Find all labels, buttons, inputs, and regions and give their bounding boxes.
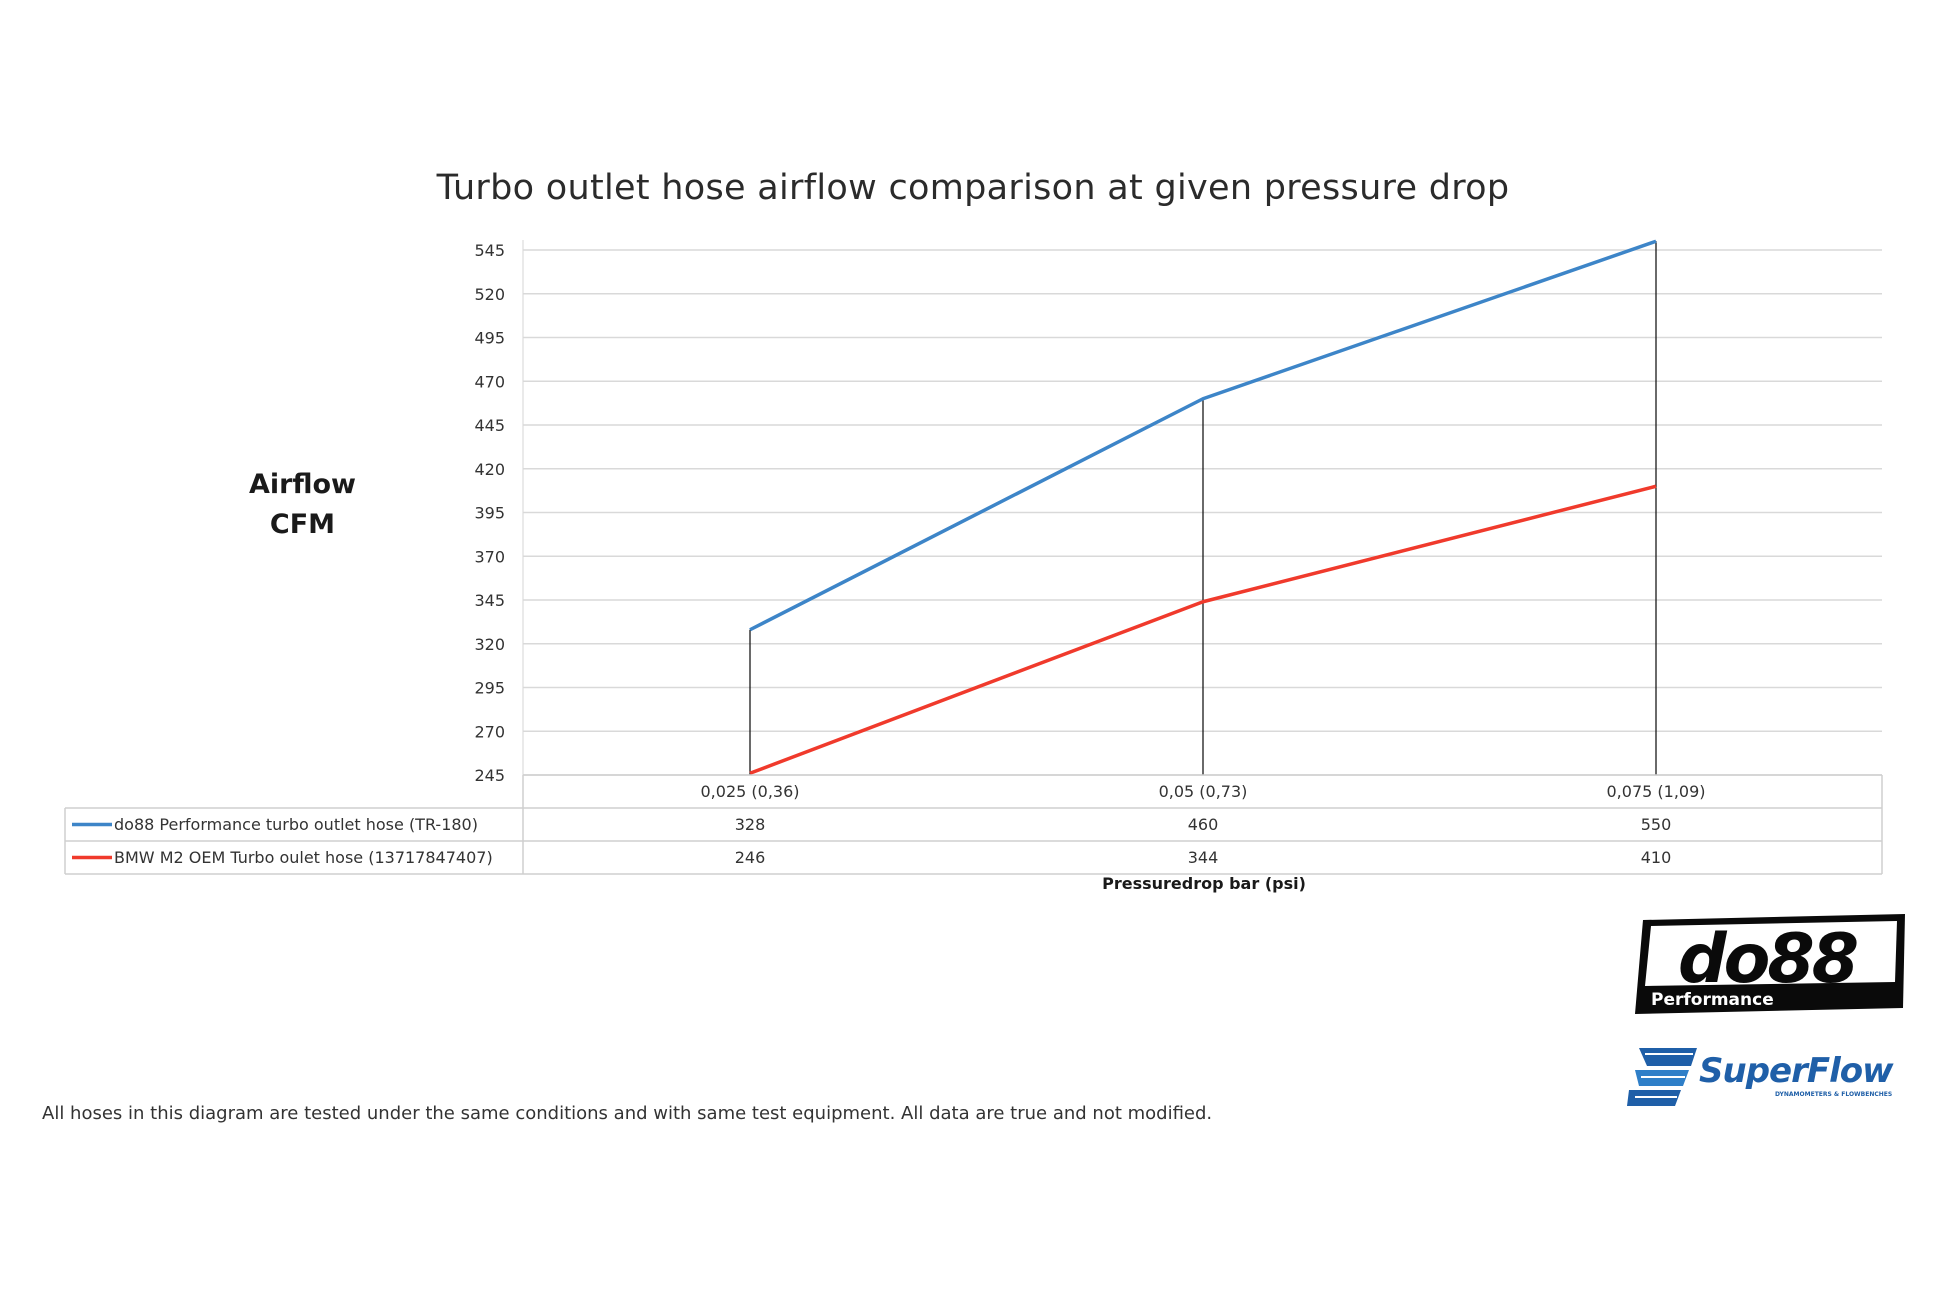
x-tick-label: 0,05 (0,73) <box>1159 782 1248 801</box>
x-tick-label: 0,025 (0,36) <box>701 782 800 801</box>
series-line-1 <box>749 239 1657 632</box>
drop-lines <box>749 241 1657 775</box>
data-label: 328 <box>735 815 766 834</box>
y-tick-label: 495 <box>474 329 505 348</box>
data-label: 246 <box>735 848 766 867</box>
y-tick-labels: 245 270 295 320 345 370 395 420 445 470 495 520 545 <box>474 241 505 785</box>
do88-performance-logo: do88 Performance <box>1635 914 1905 1014</box>
data-label: 460 <box>1188 815 1219 834</box>
y-tick-label: 545 <box>474 241 505 260</box>
y-tick-label: 420 <box>474 460 505 479</box>
superflow-logo: SuperFlow DYNAMOMETERS & FLOWBENCHES <box>1627 1048 1895 1106</box>
chart-title: Turbo outlet hose airflow comparison at … <box>436 168 1510 208</box>
footnote: All hoses in this diagram are tested und… <box>42 1103 1213 1124</box>
y-axis-label-line-1: Airflow <box>249 469 356 500</box>
series-lines <box>749 239 1657 775</box>
y-tick-label: 270 <box>474 722 505 741</box>
y-tick-label: 470 <box>474 372 505 391</box>
svg-text:SuperFlow: SuperFlow <box>1699 1051 1894 1091</box>
data-label: 550 <box>1641 815 1672 834</box>
series-line-2 <box>749 484 1657 775</box>
y-axis-label-line-2: CFM <box>269 509 336 540</box>
svg-text:do88: do88 <box>1678 920 1857 999</box>
data-label: 344 <box>1188 848 1219 867</box>
legend-label: do88 Performance turbo outlet hose (TR-1… <box>114 815 478 834</box>
y-tick-label: 345 <box>474 591 505 610</box>
y-tick-label: 395 <box>474 504 505 523</box>
x-tick-label: 0,075 (1,09) <box>1607 782 1706 801</box>
svg-text:Performance: Performance <box>1651 990 1774 1010</box>
y-tick-label: 245 <box>474 766 505 785</box>
y-tick-label: 295 <box>474 679 505 698</box>
data-label: 410 <box>1641 848 1672 867</box>
y-tick-label: 520 <box>474 285 505 304</box>
y-tick-label: 320 <box>474 635 505 654</box>
y-axis-label: Airflow CFM <box>220 465 385 545</box>
data-table: 0,025 (0,36) 0,05 (0,73) 0,075 (1,09) do88 … <box>64 774 1883 875</box>
y-tick-label: 370 <box>474 547 505 566</box>
svg-text:DYNAMOMETERS & FLOWBENCHES: DYNAMOMETERS & FLOWBENCHES <box>1775 1091 1892 1098</box>
x-axis-label: Pressuredrop bar (psi) <box>1102 874 1306 893</box>
legend-label: BMW M2 OEM Turbo oulet hose (13717847407… <box>114 848 493 867</box>
y-tick-label: 445 <box>474 416 505 435</box>
